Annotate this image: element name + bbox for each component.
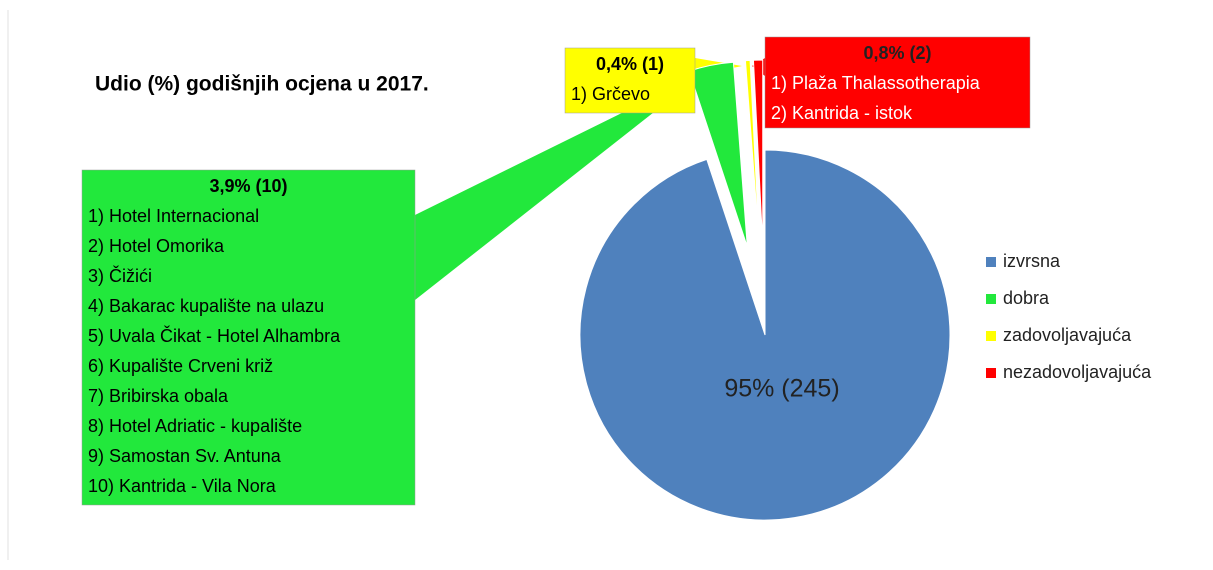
slice-value-label: 95% (245) <box>724 375 839 403</box>
pie-slice <box>752 59 764 246</box>
callout-item: 5) Uvala Čikat - Hotel Alhambra <box>88 325 341 346</box>
callout-box <box>764 36 1031 129</box>
callout-item: 3) Čižići <box>88 265 152 286</box>
callout-item: 1) Grčevo <box>571 84 650 104</box>
callout-item: 8) Hotel Adriatic - kupalište <box>88 416 302 436</box>
callout-item: 2) Kantrida - istok <box>771 103 913 123</box>
callout-item: 6) Kupalište Crveni križ <box>88 356 273 376</box>
pie-slice <box>744 59 760 246</box>
callout-item: 10) Kantrida - Vila Nora <box>88 476 277 496</box>
callout-header: 0,4% (1) <box>596 54 664 74</box>
pie-slice <box>579 149 951 521</box>
legend-label: zadovoljavajuća <box>1003 325 1132 345</box>
callout-header: 3,9% (10) <box>209 176 287 196</box>
callout-item: 2) Hotel Omorika <box>88 236 225 256</box>
chart-title: Udio (%) godišnjih ocjena u 2017. <box>95 73 429 96</box>
legend-label: dobra <box>1003 288 1050 308</box>
callout-item: 7) Bribirska obala <box>88 386 229 406</box>
callout-item: 1) Hotel Internacional <box>88 206 259 226</box>
callout-item: 1) Plaža Thalassotherapia <box>771 73 981 93</box>
callout-item: 9) Samostan Sv. Antuna <box>88 446 282 466</box>
legend-swatch <box>986 331 996 341</box>
callout-box <box>81 169 416 506</box>
legend-label: nezadovoljavajuća <box>1003 362 1152 382</box>
legend-swatch <box>986 368 996 378</box>
callout-item: 4) Bakarac kupalište na ulazu <box>88 296 324 316</box>
legend-swatch <box>986 257 996 267</box>
callout-box <box>564 47 696 114</box>
callout-header: 0,8% (2) <box>863 43 931 63</box>
legend-swatch <box>986 294 996 304</box>
callout-pointer <box>415 72 705 300</box>
legend-label: izvrsna <box>1003 251 1061 271</box>
